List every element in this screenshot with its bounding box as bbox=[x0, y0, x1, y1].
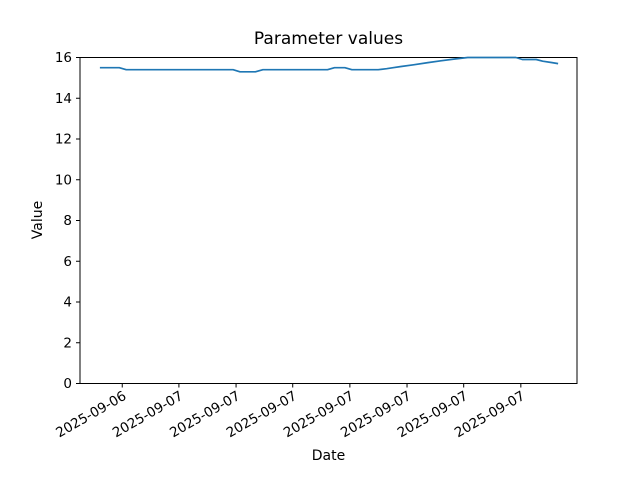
x-axis-label: Date bbox=[311, 448, 346, 464]
y-axis-label: Value bbox=[30, 200, 46, 240]
y-tick-label: 2 bbox=[63, 335, 72, 351]
y-tick-label: 0 bbox=[63, 376, 72, 392]
y-tick-label: 10 bbox=[55, 172, 72, 188]
y-tick-label: 14 bbox=[55, 91, 72, 107]
chart-title: Parameter values bbox=[253, 29, 404, 49]
y-tick-label: 8 bbox=[63, 213, 72, 229]
plot-border bbox=[79, 57, 578, 384]
y-tick-label: 12 bbox=[55, 132, 72, 148]
parameter-values-line bbox=[99, 56, 559, 73]
y-tick-label: 4 bbox=[63, 295, 72, 311]
y-tick-label: 16 bbox=[55, 50, 72, 66]
y-tick-label: 6 bbox=[63, 254, 72, 270]
